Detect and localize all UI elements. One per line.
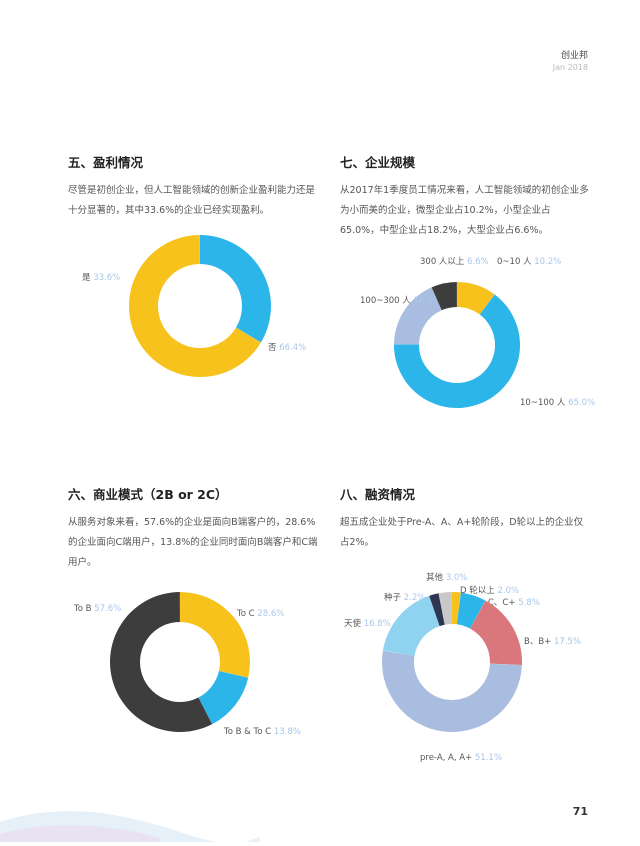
brand-block: 创业邦 Jan 2018: [553, 50, 588, 74]
pie-slice: [457, 282, 495, 315]
pie-slice: [438, 592, 452, 625]
section-body: 从2017年1季度员工情况来看，人工智能领域的初创企业多为小而美的企业，微型企业…: [340, 185, 589, 236]
section-title: 六、商业模式（2B or 2C）: [68, 487, 228, 502]
decorative-swoosh: [0, 811, 260, 842]
section-title: 五、盈利情况: [68, 155, 144, 170]
slice-label: 其他 3.0%: [426, 572, 467, 583]
pie-slice: [452, 592, 461, 625]
section-title: 八、融资情况: [340, 487, 416, 502]
section-profitability: 五、盈利情况 尽管是初创企业，但人工智能领域的创新企业盈利能力还是十分显著的，其…: [68, 152, 318, 221]
pie-slice: [470, 600, 523, 665]
slice-label: 100~300 人 18.2%: [360, 296, 441, 306]
slice-label: 天使 16.8%: [344, 618, 391, 629]
section-title: 七、企业规模: [340, 155, 416, 170]
pie-slice: [456, 592, 486, 629]
pie-slice: [382, 595, 440, 656]
brand-date: Jan 2018: [552, 63, 588, 72]
slice-label: 0~10 人 10.2%: [497, 257, 561, 267]
slice-label: To B & To C 13.8%: [223, 727, 301, 737]
slice-label: D 轮以上 2.0%: [460, 585, 519, 596]
pie-slice: [382, 650, 522, 732]
pie-slice: [393, 294, 520, 409]
pie-slice: [180, 592, 250, 678]
slice-label: B、B+ 17.5%: [524, 637, 581, 647]
pie-slice: [431, 282, 457, 311]
slice-label: 是 33.6%: [82, 273, 120, 283]
section-business-model: 六、商业模式（2B or 2C） 从服务对象来看，57.6%的企业是面向B端客户…: [68, 484, 318, 573]
section-body: 超五成企业处于Pre-A、A、A+轮阶段，D轮以上的企业仅占2%。: [340, 517, 584, 548]
slice-label: 300 人以上 6.6%: [420, 257, 489, 267]
section-company-size: 七、企业规模 从2017年1季度员工情况来看，人工智能领域的初创企业多为小而美的…: [340, 152, 590, 241]
slice-label: 种子 2.2%: [384, 592, 425, 603]
pie-slice: [198, 670, 249, 725]
slice-label: C、C+ 5.8%: [488, 598, 540, 608]
page-number: 71: [572, 805, 588, 818]
section-body: 从服务对象来看，57.6%的企业是面向B端客户的，28.6%的企业面向C端用户，…: [68, 517, 318, 568]
pie-slice: [110, 592, 213, 732]
pie-slice: [200, 235, 271, 343]
slice-label: To C 28.6%: [236, 609, 284, 619]
pie-slice: [394, 287, 442, 345]
pie-slice: [128, 235, 261, 377]
slice-label: 10~100 人 65.0%: [520, 398, 595, 408]
slice-label: 否 66.4%: [268, 343, 306, 353]
slice-label: pre-A, A, A+ 51.1%: [420, 753, 502, 763]
section-body: 尽管是初创企业，但人工智能领域的创新企业盈利能力还是十分显著的，其中33.6%的…: [68, 185, 316, 216]
brand-name: 创业邦: [560, 51, 588, 61]
slice-label: To B 57.6%: [73, 604, 121, 614]
pie-slice: [429, 593, 445, 627]
section-financing: 八、融资情况 超五成企业处于Pre-A、A、A+轮阶段，D轮以上的企业仅占2%。: [340, 484, 590, 553]
